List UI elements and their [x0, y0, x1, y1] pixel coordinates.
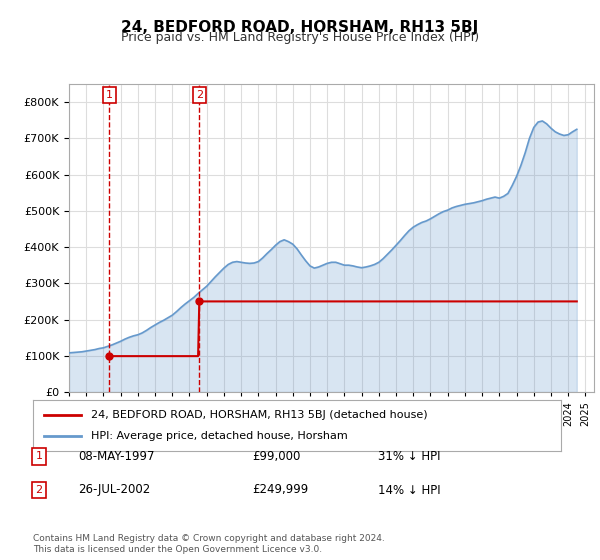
Text: 1: 1	[106, 90, 113, 100]
Text: 31% ↓ HPI: 31% ↓ HPI	[378, 450, 440, 463]
Text: 1: 1	[35, 451, 43, 461]
Text: 26-JUL-2002: 26-JUL-2002	[78, 483, 150, 497]
Text: 14% ↓ HPI: 14% ↓ HPI	[378, 483, 440, 497]
Text: This data is licensed under the Open Government Licence v3.0.: This data is licensed under the Open Gov…	[33, 545, 322, 554]
Text: 2: 2	[35, 485, 43, 495]
Text: 2: 2	[196, 90, 203, 100]
Text: HPI: Average price, detached house, Horsham: HPI: Average price, detached house, Hors…	[91, 431, 348, 441]
Text: £249,999: £249,999	[252, 483, 308, 497]
Text: 24, BEDFORD ROAD, HORSHAM, RH13 5BJ: 24, BEDFORD ROAD, HORSHAM, RH13 5BJ	[121, 20, 479, 35]
Text: 08-MAY-1997: 08-MAY-1997	[78, 450, 155, 463]
Text: Contains HM Land Registry data © Crown copyright and database right 2024.: Contains HM Land Registry data © Crown c…	[33, 534, 385, 543]
Text: £99,000: £99,000	[252, 450, 301, 463]
Text: Price paid vs. HM Land Registry's House Price Index (HPI): Price paid vs. HM Land Registry's House …	[121, 31, 479, 44]
Text: 24, BEDFORD ROAD, HORSHAM, RH13 5BJ (detached house): 24, BEDFORD ROAD, HORSHAM, RH13 5BJ (det…	[91, 409, 428, 419]
